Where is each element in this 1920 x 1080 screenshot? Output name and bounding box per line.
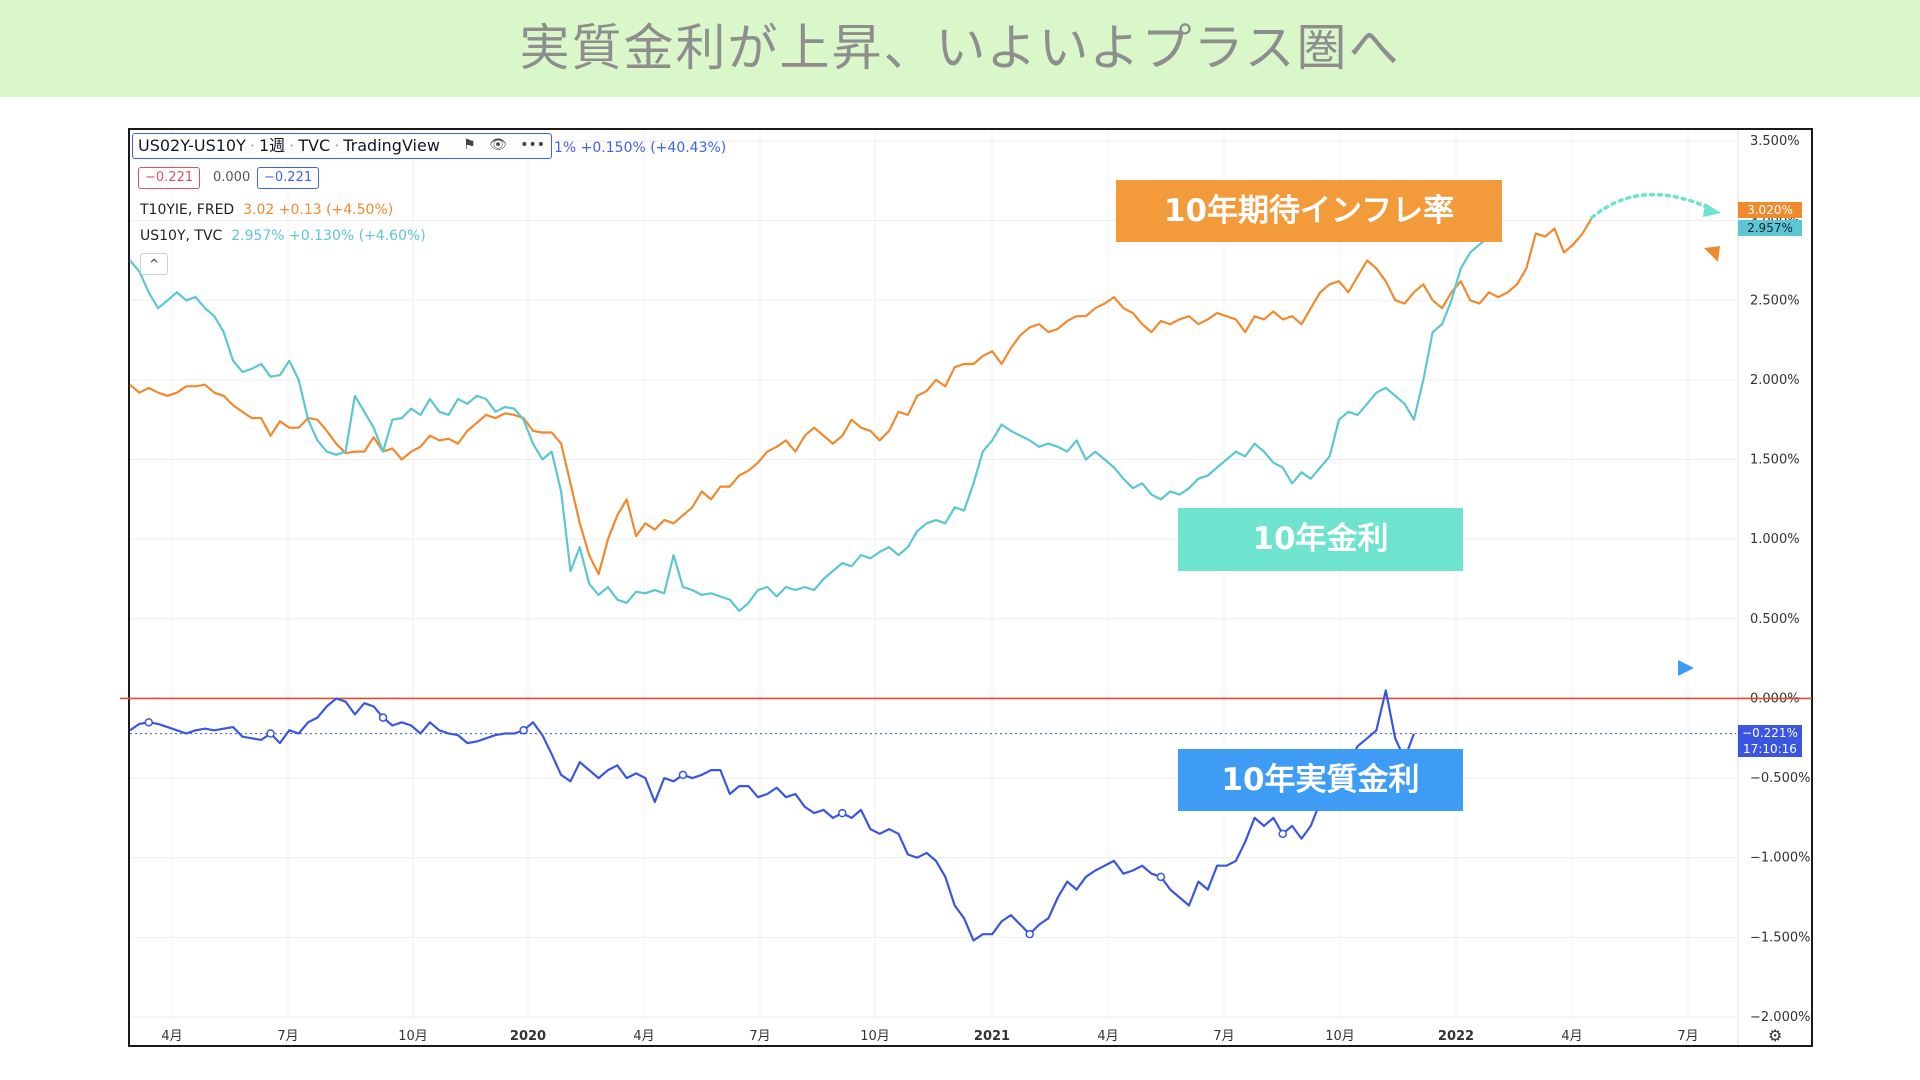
more-icon[interactable]: ••• [520,137,545,153]
y-tick-label: −0.500% [1750,771,1810,786]
y-tick-label: 2.000% [1750,373,1800,388]
title-banner: 実質金利が上昇、いよいよプラス圏へ [0,0,1920,97]
symbol-name[interactable]: US02Y-US10Y [138,136,246,155]
y-tick-label: 0.500% [1750,612,1800,627]
y-tick-label: −2.000% [1750,1010,1810,1025]
x-tick-label: 2022 [1438,1029,1474,1044]
callout-real: 10年実質金利 [1178,749,1463,811]
source-label: TradingView [343,136,440,155]
price-tag-yield: 2.957% [1738,220,1802,236]
x-tick-label: 4月 [633,1029,654,1044]
series-line-yield [129,226,1500,613]
real-rate-marker [1278,829,1287,839]
x-tick-label: 7月 [1677,1029,1698,1044]
real-rate-marker [1025,929,1034,939]
real-rate-marker [266,729,275,738]
exchange-label: TVC [298,136,331,155]
symbol-change: 1% +0.150% (+40.43%) [554,140,727,156]
legend-t10yie[interactable]: T10YIE, FRED 3.02 +0.13 (+4.50%) [140,202,393,218]
real-rate-marker [144,718,153,727]
legend-t10yie-values: 3.02 +0.13 (+4.50%) [243,202,394,218]
forecast-arrow-yield [1590,192,1710,220]
value-box-blue[interactable]: −0.221 [257,167,320,189]
legend-t10yie-name: T10YIE, FRED [140,202,235,218]
price-tag-inflation: 3.020% [1738,202,1802,218]
y-tick-label: 2.500% [1750,293,1800,308]
real-rate-marker [378,713,388,722]
y-tick-label: 1.500% [1750,453,1800,468]
x-tick-label: 10月 [398,1029,428,1044]
real-rate-marker [838,808,847,818]
forecast-arrow-inflation-head [1704,246,1720,262]
x-tick-label: 7月 [749,1029,770,1044]
x-tick-label: 2020 [510,1029,546,1044]
x-tick-label: 10月 [860,1029,890,1044]
price-tag-real: −0.221% [1738,725,1802,741]
forecast-arrow-real-head [1678,660,1694,676]
real-rate-marker [678,770,688,780]
x-tick-label: 4月 [1097,1029,1118,1044]
symbol-header[interactable]: US02Y-US10Y · 1週 · TVC · TradingView ⚑ 👁 ••• [132,133,552,159]
callout-inflation: 10年期待インフレ率 [1116,180,1502,242]
y-tick-label: −1.000% [1750,851,1810,866]
collapse-legend-button[interactable]: ^ [140,253,168,275]
value-plain: 0.000 [213,170,251,185]
x-tick-label: 4月 [1561,1029,1582,1044]
x-tick-label: 10月 [1325,1029,1355,1044]
real-rate-marker [519,726,528,735]
series-line-inflation [129,216,1593,576]
series-line-real [129,689,1415,942]
x-tick-label: 2021 [974,1029,1010,1044]
interval-label[interactable]: 1週 [258,136,286,155]
legend-us10y-name: US10Y, TVC [140,228,223,244]
x-tick-label: 7月 [1213,1029,1234,1044]
value-box-red[interactable]: −0.221 [138,167,201,189]
forecast-arrow-yield-head [1703,203,1721,217]
real-rate-marker [1156,872,1166,882]
y-tick-label: −1.500% [1750,930,1810,945]
flag-icon[interactable]: ⚑ [463,137,476,153]
price-tag-real-time: 17:10:16 [1738,741,1802,757]
settings-icon[interactable]: ⚙ [1768,1026,1783,1045]
legend-us10y-values: 2.957% +0.130% (+4.60%) [231,228,426,244]
x-tick-label: 7月 [277,1029,298,1044]
x-tick-label: 4月 [161,1029,182,1044]
callout-yield: 10年金利 [1178,508,1463,571]
page-title: 実質金利が上昇、いよいよプラス圏へ [519,19,1401,77]
chart-frame[interactable] [128,128,1813,1047]
eye-icon[interactable]: 👁 [489,137,507,153]
legend-us10y[interactable]: US10Y, TVC 2.957% +0.130% (+4.60%) [140,228,426,244]
y-tick-label: 1.000% [1750,532,1800,547]
y-tick-label: 3.500% [1750,134,1800,149]
